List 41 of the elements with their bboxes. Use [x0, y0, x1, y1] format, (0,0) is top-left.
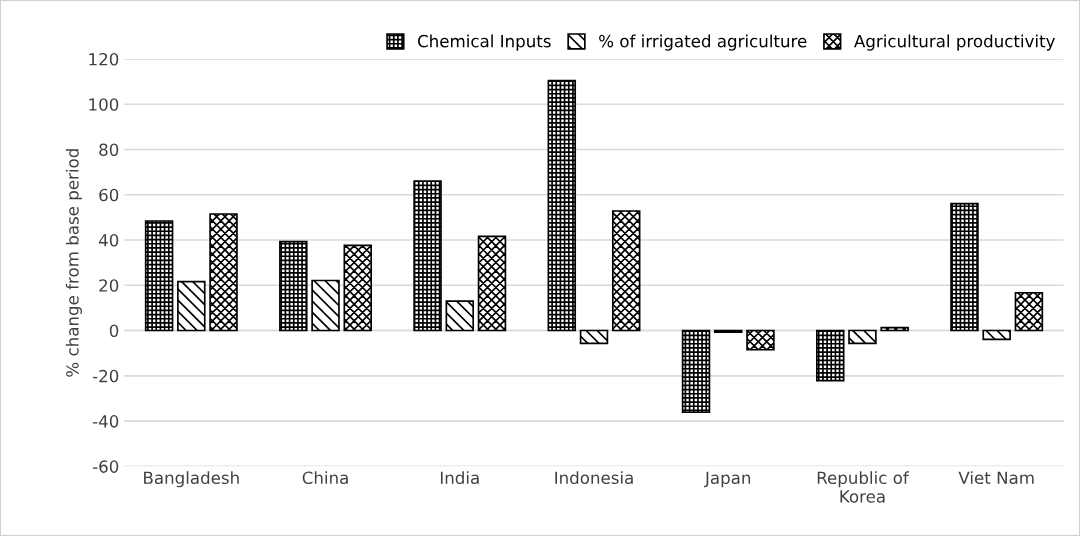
bar	[611, 210, 641, 332]
bar	[1014, 291, 1044, 332]
x-tick-label: Viet Nam	[958, 471, 1034, 485]
y-tick-label: 120	[89, 52, 119, 66]
x-tick-label: Republic of Korea	[817, 471, 910, 503]
bar	[815, 329, 845, 382]
bar	[445, 300, 475, 332]
bar	[950, 202, 979, 332]
y-axis-title: % change from base period	[65, 149, 82, 377]
y-tick-label: 60	[99, 188, 119, 202]
bar	[343, 244, 373, 332]
y-tick-label: -20	[92, 369, 119, 383]
x-tick-label: Bangladesh	[144, 471, 239, 488]
bar	[681, 329, 711, 414]
bar	[982, 329, 1011, 341]
y-tick-label: -40	[92, 415, 119, 428]
legend-label: % of irrigated agriculture	[599, 34, 807, 51]
bar	[848, 329, 877, 345]
bar	[144, 220, 174, 332]
y-tick-label: 0	[109, 324, 119, 338]
bar	[746, 329, 775, 351]
legend-label: Agricultural productivity	[854, 34, 1055, 51]
bar	[547, 79, 577, 332]
bar	[880, 326, 909, 332]
y-tick-label: 20	[99, 279, 119, 292]
bar	[279, 240, 308, 332]
bar	[477, 235, 507, 332]
x-tick-label: China	[302, 471, 348, 485]
bar	[311, 279, 340, 332]
x-tick-label: Japan	[704, 471, 751, 488]
legend-label: Chemical Inputs	[417, 34, 551, 51]
bar	[579, 329, 609, 345]
x-tick-label: India	[440, 471, 479, 485]
y-tick-label: 80	[99, 143, 119, 157]
bar	[177, 280, 206, 332]
bar	[209, 213, 238, 332]
y-tick-label: -60	[92, 460, 119, 473]
y-tick-label: 40	[98, 233, 119, 247]
y-tick-label: 100	[89, 98, 119, 111]
x-tick-label: Indonesia	[555, 471, 633, 485]
bar	[413, 180, 442, 332]
